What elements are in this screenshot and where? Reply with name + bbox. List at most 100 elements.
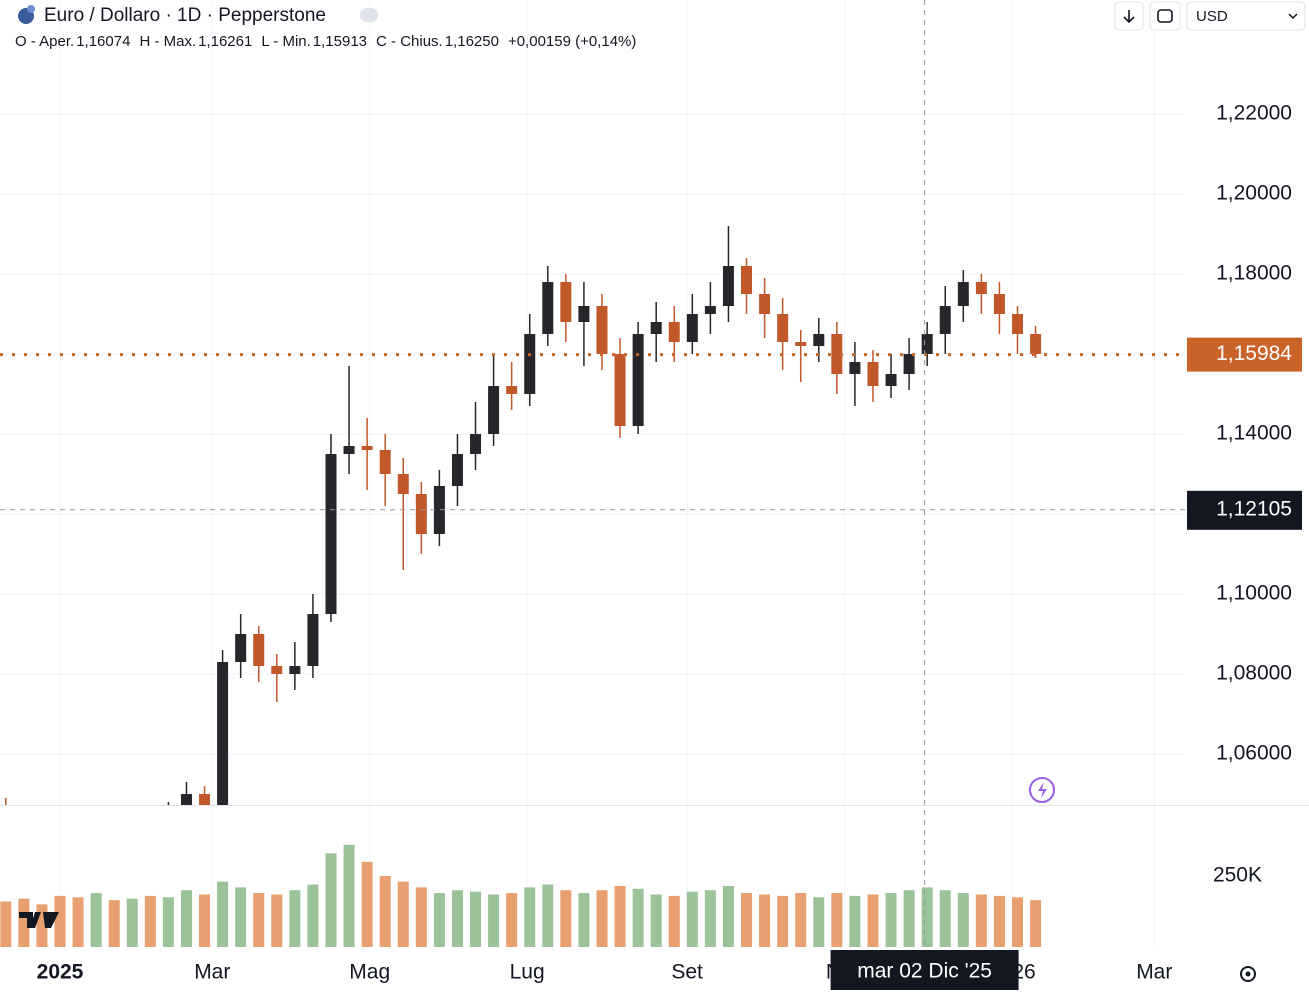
volume-bar	[1030, 900, 1042, 947]
volume-bar	[650, 894, 662, 947]
volume-bar	[488, 894, 500, 947]
candle-body	[451, 454, 463, 486]
volume-bar	[235, 887, 247, 947]
volume-bar	[470, 891, 482, 947]
candle-body	[813, 334, 825, 346]
candle-body	[686, 314, 698, 342]
volume-bar	[54, 895, 66, 947]
volume-bar	[614, 885, 626, 947]
volume-bar	[686, 891, 698, 947]
x-tick-label: Mag	[349, 961, 390, 984]
candle-body	[849, 362, 861, 374]
volume-bar	[903, 890, 915, 947]
volume-bar	[759, 894, 771, 947]
candle-body	[415, 494, 427, 534]
volume-bar	[867, 894, 879, 947]
symbol-title: Euro / Dollaro · 1D · Pepperstone	[44, 5, 326, 26]
lightning-button[interactable]	[1029, 777, 1055, 803]
collapse-button[interactable]	[360, 8, 378, 22]
x-tick-label: Mar	[1136, 961, 1172, 984]
candle-body	[488, 386, 500, 434]
volume-bar	[108, 900, 120, 947]
volume-bar	[397, 881, 409, 947]
candle-body	[741, 266, 753, 294]
volume-bar	[813, 897, 825, 947]
volume-bar	[199, 894, 211, 947]
fullscreen-icon	[1157, 9, 1173, 23]
x-tick-label: Lug	[510, 961, 545, 984]
volume-bar	[72, 897, 84, 947]
volume-bar	[722, 885, 734, 947]
candle-body	[199, 794, 211, 805]
candle-body	[217, 662, 229, 805]
candle-body	[614, 354, 626, 426]
settings-button[interactable]	[1240, 966, 1256, 982]
volume-bar	[704, 890, 716, 947]
candle-body	[180, 794, 192, 805]
candle-body	[632, 334, 644, 426]
volume-bar	[451, 890, 463, 947]
candle-body	[397, 474, 409, 494]
date-tooltip: mar 02 Dic '25	[857, 960, 992, 983]
volume-bar	[379, 876, 391, 947]
volume-bar	[506, 893, 518, 947]
candle-body	[759, 294, 771, 314]
date-tooltip-box	[830, 950, 1019, 990]
currency-select[interactable]	[1186, 1, 1306, 31]
candle-body	[975, 282, 987, 294]
crosshair-label-box	[1187, 490, 1302, 530]
volume-bar	[795, 893, 807, 947]
lightning-icon	[1038, 782, 1047, 798]
volume-bar	[831, 893, 843, 947]
price-label-box	[1187, 337, 1302, 372]
candle-body	[903, 354, 915, 374]
candle-body	[993, 294, 1005, 314]
crosshair-label: 1,12105	[1216, 497, 1292, 520]
volume-bar	[289, 890, 301, 947]
price-label: 1,15984	[1216, 342, 1292, 365]
ohlc-label: L - Min.	[261, 33, 310, 50]
volume-bar	[578, 893, 590, 947]
candle-body	[560, 282, 572, 322]
candle-body	[1012, 314, 1024, 334]
volume-bar	[271, 894, 283, 947]
ohlc-label: O - Aper.	[15, 33, 74, 50]
fullscreen-button[interactable]	[1149, 1, 1181, 31]
volume-bar	[975, 894, 987, 947]
ohlc-value: 1,16250	[445, 33, 499, 50]
candle-body	[289, 666, 301, 674]
volume-bar	[144, 895, 156, 947]
volume-bar	[36, 904, 48, 947]
candle-body	[506, 386, 518, 394]
logo	[19, 912, 59, 928]
y-tick-label: 1,18000	[1216, 262, 1292, 285]
volume-bar	[993, 895, 1005, 947]
volume-bar	[307, 884, 319, 947]
candle-body	[795, 342, 807, 346]
volume-bar	[361, 861, 373, 947]
candle-body	[325, 454, 337, 614]
volume-tick-label: 250K	[1213, 864, 1262, 887]
candle-body	[578, 306, 590, 322]
volume-bar	[668, 895, 680, 947]
price-pane	[5, 226, 1042, 805]
volume-bar	[524, 887, 536, 947]
candle-body	[668, 322, 680, 342]
volume-bar	[18, 898, 30, 947]
grid	[0, 0, 1185, 947]
ohlc-value: 1,16074	[76, 33, 130, 50]
volume-bar	[939, 890, 951, 947]
y-tick-label: 1,22000	[1216, 102, 1292, 125]
volume-bar	[325, 853, 337, 947]
y-tick-label: 1,20000	[1216, 182, 1292, 205]
volume-bar	[542, 884, 554, 947]
volume-bar	[596, 890, 608, 947]
candle-body	[596, 306, 608, 354]
ohlc-legend: O - Aper. 1,16074 H - Max. 1,16261 L - Min. 1…	[15, 33, 636, 50]
volume-bar	[415, 887, 427, 947]
symbol-icon	[27, 5, 35, 13]
candle-body	[343, 446, 355, 454]
volume-bar	[849, 895, 861, 947]
candle-body	[253, 634, 265, 666]
